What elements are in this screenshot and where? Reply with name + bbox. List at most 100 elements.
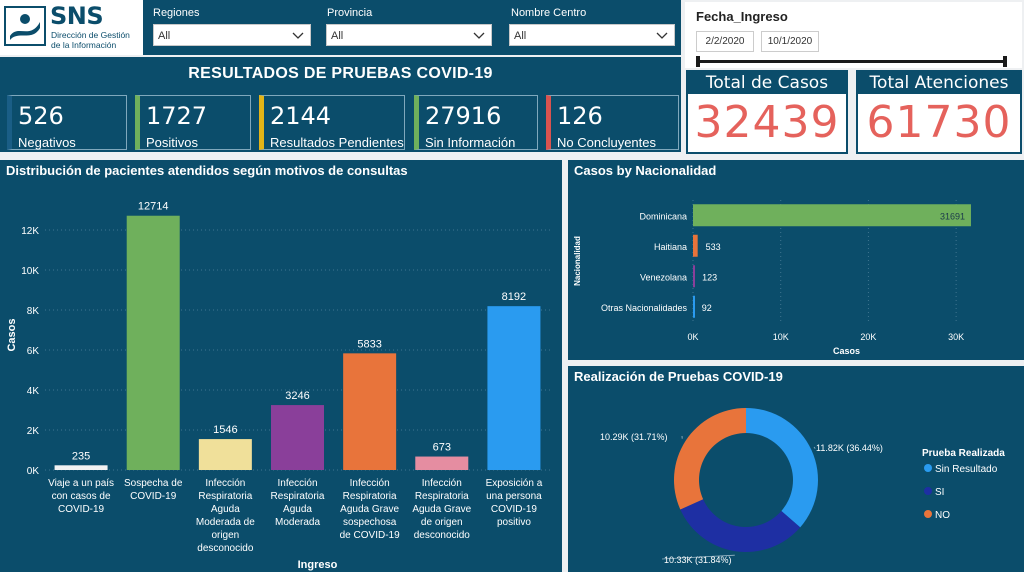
distribution-chart-panel: Distribución de pacientes atendidos segú… xyxy=(0,160,562,572)
legend-marker xyxy=(924,464,932,472)
total-atenciones-card: Total Atenciones 61730 xyxy=(856,70,1022,154)
data-label: 3246 xyxy=(285,390,309,402)
x-tick-label: Aguda xyxy=(211,504,240,515)
nationality-chart-panel: Casos by Nacionalidad 0K 10K 20K 30K Dominic… xyxy=(568,160,1024,360)
bar xyxy=(693,234,698,257)
y-axis-title: Nacionalidad xyxy=(573,236,582,286)
date-start-input[interactable]: 2/2/2020 xyxy=(696,31,754,52)
kpi-value: 526 xyxy=(18,102,64,130)
x-tick-label: Respiratoria xyxy=(343,491,397,502)
x-axis-title: Ingreso xyxy=(298,559,338,571)
filter-provincia-value: All xyxy=(331,30,344,42)
x-tick-label: de origen xyxy=(421,517,463,528)
x-tick-label: Moderada de xyxy=(196,517,255,528)
bar xyxy=(198,439,252,470)
kpi-sin-informacion: 27916 Sin Información xyxy=(414,95,538,150)
bar xyxy=(693,265,695,288)
x-tick-label: 10K xyxy=(773,332,789,342)
x-tick-label: Infección xyxy=(422,478,462,489)
y-tick-label: 10K xyxy=(21,266,39,277)
y-tick-label: Dominicana xyxy=(639,211,687,221)
date-range-end-handle[interactable] xyxy=(1003,56,1007,67)
kpi-positivos: 1727 Positivos xyxy=(135,95,251,150)
legend-marker xyxy=(924,510,932,518)
total-casos-card: Total de Casos 32439 xyxy=(686,70,848,154)
kpi-resultados-pendientes: 2144 Resultados Pendientes xyxy=(259,95,405,150)
kpi-value: 27916 xyxy=(425,102,502,130)
x-axis-title: Casos xyxy=(833,346,860,356)
donut-slice xyxy=(674,408,746,510)
x-tick-label: desconocido xyxy=(197,543,254,554)
date-end-input[interactable]: 10/1/2020 xyxy=(761,31,819,52)
kpi-value: 1727 xyxy=(146,102,208,130)
filter-provincia-dropdown[interactable]: All xyxy=(326,24,492,46)
filter-regiones-dropdown[interactable]: All xyxy=(153,24,311,46)
sns-logo-icon xyxy=(4,6,46,46)
donut-slice xyxy=(680,499,801,552)
x-tick-label: Moderada xyxy=(275,517,320,528)
logo-brand: SNS xyxy=(50,2,104,30)
distribution-bar-chart[interactable]: 0K 2K 4K 6K 8K 10K 12K 235 Viaje a un país con ca… xyxy=(0,160,562,572)
bar xyxy=(415,456,469,470)
x-tick-label: 30K xyxy=(948,332,964,342)
data-label: 533 xyxy=(706,242,721,252)
x-tick-label: Viaje a un país xyxy=(48,478,114,489)
x-tick-label: desconocido xyxy=(414,530,471,541)
filter-regiones-value: All xyxy=(158,30,171,42)
distribution-chart-title: Distribución de pacientes atendidos segú… xyxy=(6,163,408,178)
bar xyxy=(693,204,971,227)
data-label: 123 xyxy=(702,272,717,282)
date-range-start-handle[interactable] xyxy=(696,56,700,67)
kpi-no-concluyentes: 126 No Concluyentes xyxy=(546,95,679,150)
chevron-down-icon xyxy=(473,32,485,39)
tests-donut-chart[interactable]: 11.82K (36.44%) 10.33K (31.84%) 10.29K (31… xyxy=(568,366,1024,572)
date-range-track[interactable] xyxy=(698,60,1005,63)
data-label: 11.82K (36.44%) xyxy=(816,443,883,453)
total-casos-value: 32439 xyxy=(694,97,840,148)
data-label: 673 xyxy=(433,442,451,454)
y-tick-label: 4K xyxy=(27,386,40,397)
y-tick-label: 2K xyxy=(27,426,40,437)
donut-slice xyxy=(746,408,818,528)
x-tick-label: una persona xyxy=(486,491,542,502)
kpi-negativos: 526 Negativos xyxy=(7,95,127,150)
x-tick-label: con casos de xyxy=(52,491,111,502)
y-tick-label: Haitiana xyxy=(654,242,687,252)
total-atenciones-label: Total Atenciones xyxy=(858,72,1020,94)
y-tick-label: 0K xyxy=(27,466,40,477)
legend-label: Sin Resultado xyxy=(935,464,998,475)
kpi-label: Positivos xyxy=(146,135,199,150)
kpi-label: Negativos xyxy=(18,135,76,150)
x-tick-label: Aguda xyxy=(283,504,312,515)
kpi-strip: 526 Negativos 1727 Positivos 2144 Result… xyxy=(0,92,681,152)
filter-provincia-label: Provincia xyxy=(327,7,373,19)
x-tick-label: origen xyxy=(211,530,239,541)
data-label: 1546 xyxy=(213,424,237,436)
y-tick-label: 8K xyxy=(27,306,40,317)
logo-subtitle-line2: de la Información xyxy=(51,40,117,50)
data-label: 235 xyxy=(72,450,90,462)
total-casos-label: Total de Casos xyxy=(688,72,846,94)
title-band: RESULTADOS DE PRUEBAS COVID-19 xyxy=(0,57,681,92)
date-slicer: Fecha_Ingreso 2/2/2020 10/1/2020 xyxy=(685,2,1022,68)
data-label: 5833 xyxy=(357,338,381,350)
x-tick-label: COVID-19 xyxy=(130,491,177,502)
kpi-label: Resultados Pendientes xyxy=(270,135,404,150)
y-tick-label: 12K xyxy=(21,226,39,237)
chevron-down-icon xyxy=(292,32,304,39)
kpi-value: 2144 xyxy=(270,102,332,130)
x-tick-label: COVID-19 xyxy=(58,504,105,515)
nationality-bar-chart[interactable]: 0K 10K 20K 30K Dominicana 31691 Haitiana 533 Ven… xyxy=(568,160,1024,360)
data-label: 8192 xyxy=(502,291,526,303)
leader-line xyxy=(813,446,816,449)
chevron-down-icon xyxy=(656,32,668,39)
x-tick-label: Infección xyxy=(277,478,317,489)
x-tick-label: 20K xyxy=(860,332,876,342)
filter-centro-dropdown[interactable]: All xyxy=(509,24,675,46)
logo-subtitle-line1: Dirección de Gestión xyxy=(51,30,130,40)
filter-bar: Regiones All Provincia All Nombre Centro… xyxy=(143,0,681,55)
filter-centro-value: All xyxy=(514,30,527,42)
x-tick-label: Sospecha de xyxy=(124,478,183,489)
kpi-label: No Concluyentes xyxy=(557,135,656,150)
x-tick-label: 0K xyxy=(687,332,698,342)
